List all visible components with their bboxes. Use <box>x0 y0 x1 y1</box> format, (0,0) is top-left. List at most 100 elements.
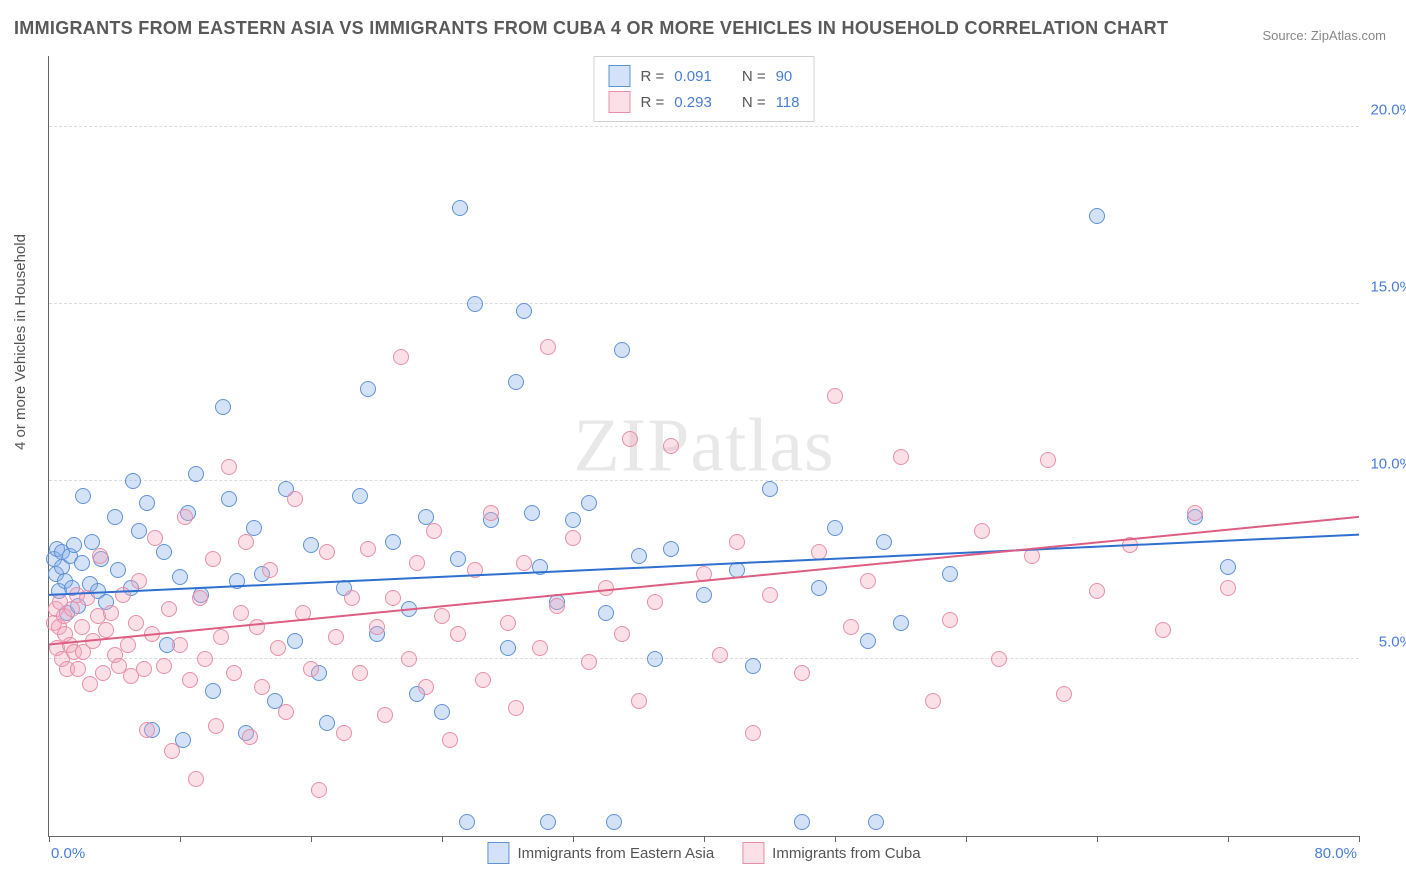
scatter-point <box>295 605 311 621</box>
scatter-point <box>352 665 368 681</box>
scatter-point <box>1155 622 1171 638</box>
scatter-point <box>663 438 679 454</box>
scatter-point <box>508 700 524 716</box>
scatter-point <box>762 481 778 497</box>
swatch-icon <box>742 842 764 864</box>
scatter-point <box>1220 559 1236 575</box>
scatter-point <box>606 814 622 830</box>
scatter-point <box>205 551 221 567</box>
scatter-point <box>614 626 630 642</box>
scatter-point <box>663 541 679 557</box>
swatch-icon <box>609 91 631 113</box>
scatter-point <box>120 637 136 653</box>
scatter-point <box>811 544 827 560</box>
scatter-point <box>103 605 119 621</box>
x-tick-mark <box>49 836 50 842</box>
scatter-point <box>991 651 1007 667</box>
scatter-point <box>115 587 131 603</box>
x-axis-max-label: 80.0% <box>1314 845 1357 862</box>
x-tick-mark <box>311 836 312 842</box>
scatter-point <box>205 683 221 699</box>
scatter-point <box>893 449 909 465</box>
scatter-point <box>128 615 144 631</box>
n-label: N = <box>742 94 766 111</box>
x-tick-mark <box>704 836 705 842</box>
scatter-point <box>303 661 319 677</box>
scatter-point <box>319 544 335 560</box>
scatter-point <box>500 615 516 631</box>
scatter-point <box>233 605 249 621</box>
y-tick-label: 15.0% <box>1370 279 1406 296</box>
scatter-point <box>221 491 237 507</box>
scatter-point <box>925 693 941 709</box>
scatter-point <box>278 704 294 720</box>
x-tick-mark <box>966 836 967 842</box>
scatter-point <box>131 523 147 539</box>
scatter-point <box>729 562 745 578</box>
scatter-point <box>712 647 728 663</box>
scatter-point <box>565 530 581 546</box>
scatter-point <box>125 473 141 489</box>
r-value: 0.091 <box>674 68 712 85</box>
scatter-point <box>1122 537 1138 553</box>
scatter-point <box>136 661 152 677</box>
scatter-point <box>860 633 876 649</box>
x-tick-mark <box>442 836 443 842</box>
scatter-point <box>1056 686 1072 702</box>
scatter-point <box>442 732 458 748</box>
x-tick-mark <box>835 836 836 842</box>
scatter-point <box>98 622 114 638</box>
scatter-point <box>450 551 466 567</box>
scatter-point <box>79 590 95 606</box>
scatter-point <box>221 459 237 475</box>
scatter-point <box>1220 580 1236 596</box>
n-value: 90 <box>776 68 793 85</box>
scatter-point <box>868 814 884 830</box>
x-tick-mark <box>1228 836 1229 842</box>
scatter-point <box>360 381 376 397</box>
scatter-point <box>172 569 188 585</box>
scatter-point <box>147 530 163 546</box>
scatter-point <box>942 612 958 628</box>
scatter-point <box>369 619 385 635</box>
scatter-point <box>1089 583 1105 599</box>
scatter-point <box>1187 505 1203 521</box>
scatter-point <box>843 619 859 635</box>
scatter-point <box>287 633 303 649</box>
scatter-point <box>532 559 548 575</box>
scatter-point <box>409 555 425 571</box>
scatter-point <box>614 342 630 358</box>
scatter-point <box>893 615 909 631</box>
scatter-point <box>377 707 393 723</box>
scatter-point <box>177 509 193 525</box>
watermark-text: ZIPatlas <box>573 403 834 490</box>
scatter-point <box>516 303 532 319</box>
scatter-point <box>729 534 745 550</box>
scatter-point <box>745 658 761 674</box>
scatter-point <box>565 512 581 528</box>
scatter-point <box>319 715 335 731</box>
x-tick-mark <box>180 836 181 842</box>
legend-row-cuba: R = 0.293 N = 118 <box>609 89 800 115</box>
y-tick-label: 10.0% <box>1370 456 1406 473</box>
scatter-point <box>385 590 401 606</box>
swatch-icon <box>487 842 509 864</box>
scatter-point <box>213 629 229 645</box>
scatter-point <box>696 566 712 582</box>
swatch-icon <box>609 65 631 87</box>
legend-label: Immigrants from Cuba <box>772 845 920 862</box>
scatter-point <box>74 619 90 635</box>
scatter-point <box>385 534 401 550</box>
scatter-point <box>434 608 450 624</box>
scatter-point <box>631 693 647 709</box>
scatter-point <box>215 399 231 415</box>
scatter-point <box>647 651 663 667</box>
scatter-point <box>144 626 160 642</box>
scatter-point <box>70 661 86 677</box>
scatter-point <box>172 637 188 653</box>
source-label: Source: ZipAtlas.com <box>1262 28 1386 43</box>
scatter-point <box>401 601 417 617</box>
scatter-point <box>139 722 155 738</box>
scatter-point <box>467 296 483 312</box>
scatter-point <box>974 523 990 539</box>
